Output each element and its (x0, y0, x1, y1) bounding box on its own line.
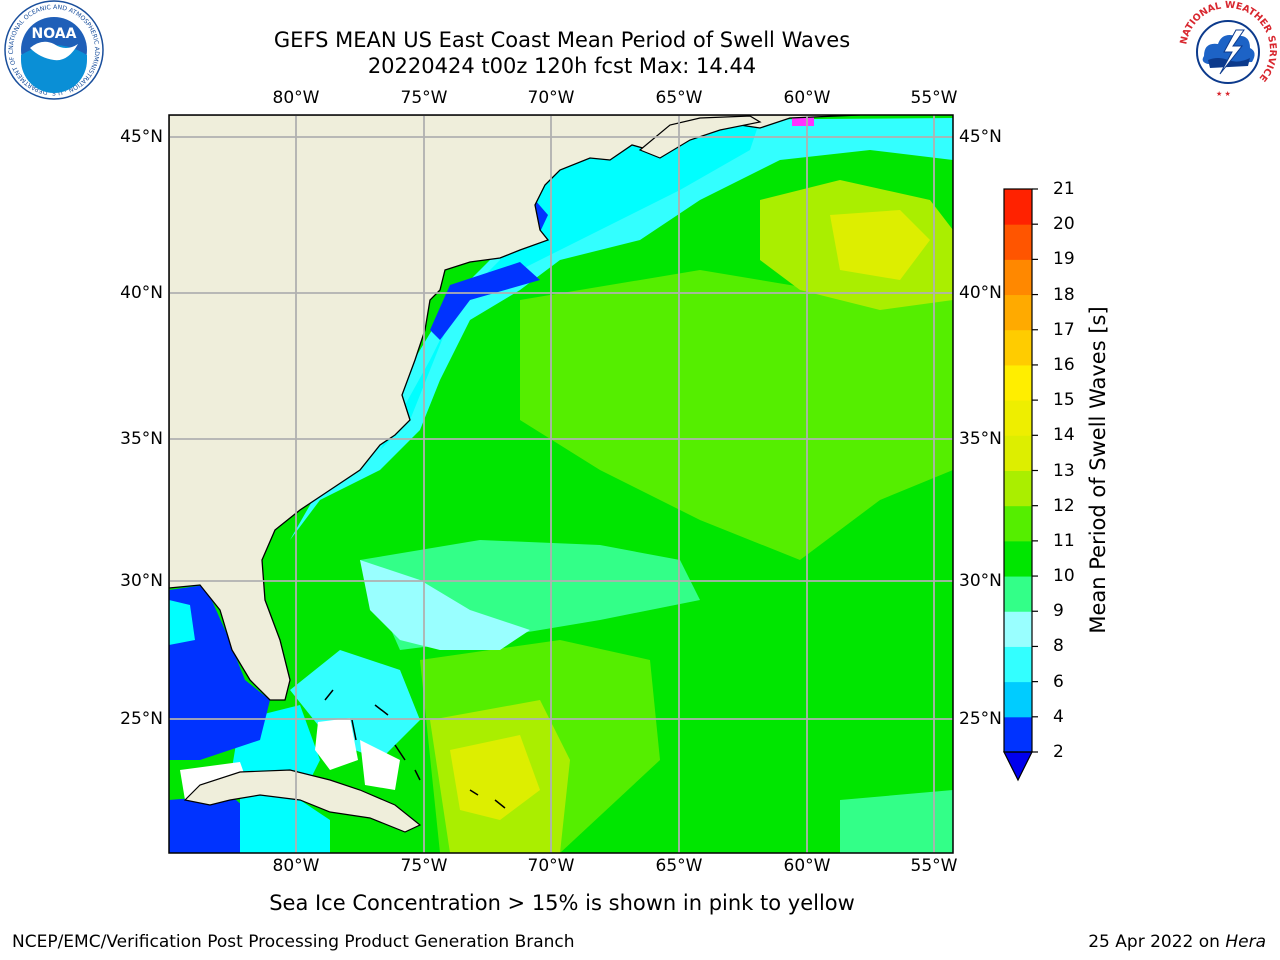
noaa-logo: NATIONAL OCEANIC AND ATMOSPHERIC ADMINIS… (4, 0, 104, 100)
land-nova-scotia (638, 115, 762, 159)
lat-tick-right-40n: 40°N (959, 283, 1002, 303)
swell-band-8-9-florida (360, 560, 530, 650)
swell-band-11-12 (520, 250, 953, 560)
lon-tick-bottom-55w: 55°W (910, 856, 958, 876)
lon-tick-bottom-70w: 70°W (527, 856, 575, 876)
lon-tick-top-55w: 55°W (910, 88, 958, 108)
land-bahamas (324, 689, 506, 809)
colorbar-label-16: 16 (1053, 354, 1075, 375)
colorbar-label-19: 19 (1053, 249, 1075, 270)
sea-ice-patch (792, 116, 814, 126)
swell-band-4-6-gulf (169, 600, 195, 645)
colorbar-label-9: 9 (1053, 601, 1064, 622)
map-grid (169, 115, 953, 853)
land-cuba (183, 769, 422, 833)
colorbar-label-17: 17 (1053, 319, 1075, 340)
lat-tick-right-30n: 30°N (959, 571, 1002, 591)
colorbar-label-14: 14 (1053, 425, 1075, 446)
noaa-logo-text: NOAA (32, 26, 77, 42)
footer-date-text: 25 Apr 2022 on (1088, 932, 1220, 952)
lon-tick-bottom-60w: 60°W (783, 856, 831, 876)
colorbar-label-11: 11 (1053, 530, 1075, 551)
colorbar-label-15: 15 (1053, 390, 1075, 411)
lat-tick-left-40n: 40°N (120, 283, 163, 303)
lon-tick-bottom-75w: 75°W (400, 856, 448, 876)
lon-tick-top-70w: 70°W (527, 88, 575, 108)
chart-title: GEFS MEAN US East Coast Mean Period of S… (273, 28, 851, 52)
lat-tick-left-45n: 45°N (120, 127, 163, 147)
colorbar-label-4: 4 (1053, 706, 1064, 727)
swell-band-6-8-straits (290, 650, 420, 760)
lon-tick-top-60w: 60°W (783, 88, 831, 108)
colorbar-label-6: 6 (1053, 671, 1064, 692)
colorbar-title: Mean Period of Swell Waves [s] (1086, 306, 1110, 634)
swell-band-13-14-caribbean (450, 735, 540, 820)
lat-tick-right-25n: 25°N (959, 709, 1002, 729)
footer-branch: NCEP/EMC/Verification Post Processing Pr… (12, 932, 575, 952)
sea-ice-note: Sea Ice Concentration > 15% is shown in … (269, 891, 855, 915)
colorbar-label-20: 20 (1053, 214, 1075, 235)
footer-date: 25 Apr 2022 on Hera (1088, 932, 1266, 952)
colorbar-label-12: 12 (1053, 495, 1075, 516)
swell-band-2-4-west (169, 795, 260, 853)
chart-subtitle-forecast: 20220424 t00z 120h fcst Max: 14.44 (367, 54, 757, 78)
map-frame (168, 114, 954, 854)
no-data-bahamas-east (360, 740, 400, 790)
nws-logo: NATIONAL WEATHER SERVICE ★ ★ (1178, 0, 1278, 99)
lon-tick-bottom-80w: 80°W (272, 856, 320, 876)
svg-text:★ ★: ★ ★ (1216, 90, 1231, 98)
swell-band-9-10-east (840, 790, 953, 853)
lat-tick-right-35n: 35°N (959, 429, 1002, 449)
colorbar-label-18: 18 (1053, 284, 1075, 305)
lon-tick-top-80w: 80°W (272, 88, 320, 108)
colorbar-label-8: 8 (1053, 636, 1064, 657)
swell-band-4-6 (380, 120, 760, 450)
swell-band-2-4-nearshore (430, 200, 548, 340)
colorbar-label-10: 10 (1053, 566, 1075, 587)
colorbar-label-13: 13 (1053, 460, 1075, 481)
lat-tick-left-35n: 35°N (120, 429, 163, 449)
swell-band-4-6-cuba-south (240, 790, 330, 853)
lon-tick-bottom-65w: 65°W (655, 856, 703, 876)
lat-tick-left-25n: 25°N (120, 709, 163, 729)
lat-tick-left-30n: 30°N (120, 571, 163, 591)
colorbar-label-21: 21 (1053, 179, 1075, 199)
swell-band-2-4-gulf (169, 585, 270, 760)
no-data-bahamas (315, 718, 358, 770)
swell-band-13-14 (830, 210, 930, 280)
lon-tick-top-65w: 65°W (655, 88, 703, 108)
lon-tick-top-75w: 75°W (400, 88, 448, 108)
footer-host: Hera (1225, 932, 1266, 952)
colorbar-label-2: 2 (1053, 742, 1064, 762)
lat-tick-right-45n: 45°N (959, 127, 1002, 147)
